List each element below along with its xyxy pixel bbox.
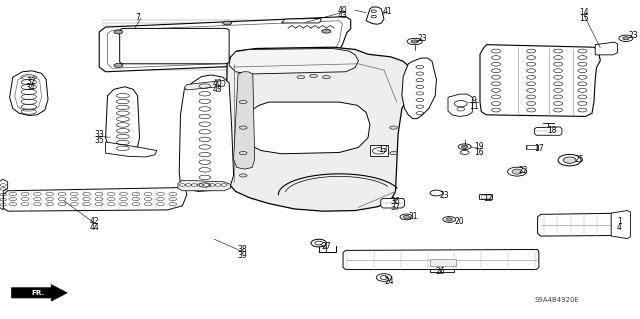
Ellipse shape: [323, 76, 330, 79]
Ellipse shape: [461, 145, 468, 148]
Text: FR.: FR.: [32, 290, 45, 296]
Polygon shape: [244, 102, 370, 154]
Polygon shape: [448, 94, 472, 116]
Polygon shape: [234, 72, 255, 169]
Ellipse shape: [297, 76, 305, 79]
Text: 11: 11: [469, 102, 478, 111]
Ellipse shape: [239, 100, 247, 104]
Bar: [526, 145, 538, 149]
Text: S9A4B4920E: S9A4B4920E: [534, 298, 579, 303]
Text: 38: 38: [237, 245, 247, 254]
Text: 36: 36: [390, 197, 401, 206]
Text: 21: 21: [408, 212, 417, 221]
Text: 32: 32: [26, 77, 36, 86]
Text: 35: 35: [94, 136, 104, 145]
Polygon shape: [106, 87, 140, 153]
Text: 26: 26: [435, 267, 445, 276]
Polygon shape: [184, 80, 225, 90]
Ellipse shape: [390, 126, 397, 129]
Text: 41: 41: [382, 7, 392, 16]
Text: 23: 23: [417, 34, 428, 43]
Ellipse shape: [223, 21, 232, 25]
Text: 44: 44: [90, 223, 100, 232]
Text: 4: 4: [617, 223, 622, 232]
Text: 23: 23: [440, 191, 450, 200]
Ellipse shape: [403, 215, 410, 219]
Polygon shape: [538, 213, 628, 236]
Polygon shape: [534, 127, 562, 135]
Text: 39: 39: [237, 251, 247, 260]
Text: 33: 33: [94, 130, 104, 139]
Text: 34: 34: [26, 83, 36, 92]
Polygon shape: [179, 75, 234, 191]
Text: 13: 13: [378, 145, 388, 154]
Text: 14: 14: [579, 8, 589, 17]
Ellipse shape: [114, 63, 123, 67]
Polygon shape: [343, 249, 539, 270]
Text: 25: 25: [574, 155, 584, 164]
Polygon shape: [225, 47, 413, 211]
Text: 7: 7: [135, 13, 140, 22]
Polygon shape: [229, 48, 358, 74]
Ellipse shape: [390, 152, 397, 155]
Ellipse shape: [512, 169, 522, 174]
Text: 43: 43: [337, 11, 348, 20]
Ellipse shape: [114, 30, 123, 34]
Bar: [527, 145, 536, 149]
Text: 15: 15: [579, 14, 589, 23]
Text: 20: 20: [454, 217, 465, 226]
Polygon shape: [178, 180, 230, 191]
Ellipse shape: [322, 29, 331, 33]
Text: 40: 40: [337, 6, 348, 15]
Polygon shape: [480, 45, 600, 116]
Text: 23: 23: [628, 31, 639, 40]
Ellipse shape: [411, 40, 419, 43]
Polygon shape: [3, 188, 187, 211]
Bar: [481, 195, 490, 198]
Polygon shape: [10, 71, 48, 115]
Polygon shape: [611, 211, 630, 239]
Bar: [430, 264, 454, 272]
Text: 43: 43: [212, 85, 223, 94]
Text: 18: 18: [547, 126, 556, 135]
Polygon shape: [99, 17, 351, 72]
Polygon shape: [381, 198, 404, 208]
Polygon shape: [106, 142, 157, 157]
Text: 42: 42: [90, 217, 100, 226]
Text: 40: 40: [212, 79, 223, 88]
Bar: [479, 194, 492, 199]
FancyBboxPatch shape: [120, 28, 229, 64]
Text: 12: 12: [483, 194, 492, 203]
Text: 27: 27: [321, 242, 332, 251]
Polygon shape: [12, 285, 67, 301]
Ellipse shape: [239, 126, 247, 129]
Ellipse shape: [623, 37, 629, 40]
Text: 24: 24: [384, 277, 394, 286]
Text: 9: 9: [471, 96, 476, 105]
Bar: [370, 145, 388, 156]
Polygon shape: [366, 7, 384, 24]
Text: 16: 16: [474, 148, 484, 157]
Bar: [430, 259, 456, 266]
Text: 1: 1: [617, 217, 622, 226]
Text: 22: 22: [519, 166, 528, 175]
Text: 19: 19: [474, 142, 484, 151]
Ellipse shape: [239, 174, 247, 177]
Polygon shape: [282, 19, 321, 23]
Ellipse shape: [446, 218, 452, 221]
Polygon shape: [595, 42, 618, 55]
Ellipse shape: [310, 74, 317, 78]
Polygon shape: [0, 179, 8, 210]
Ellipse shape: [563, 157, 576, 163]
Text: 37: 37: [390, 203, 401, 212]
Text: 17: 17: [534, 144, 544, 153]
Ellipse shape: [239, 152, 247, 155]
Polygon shape: [402, 58, 436, 119]
